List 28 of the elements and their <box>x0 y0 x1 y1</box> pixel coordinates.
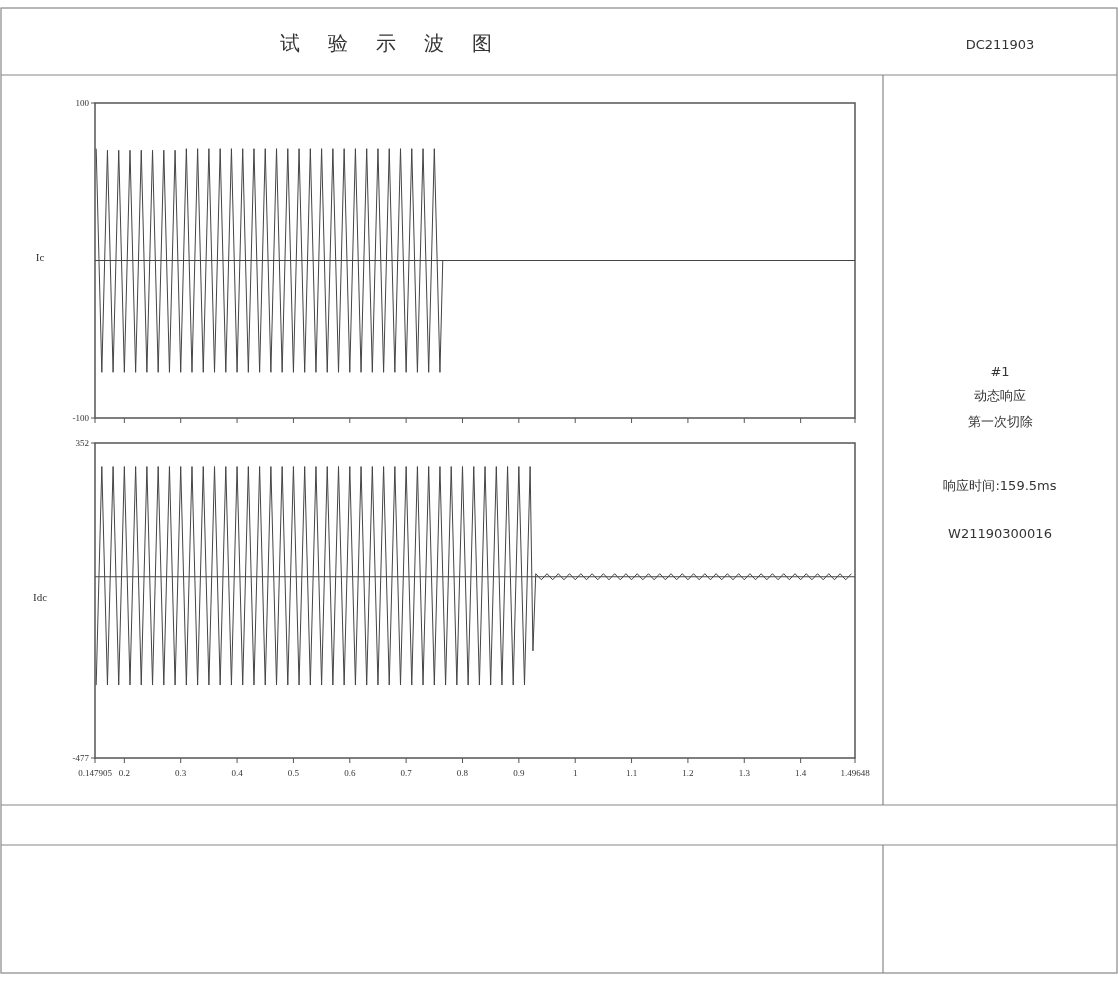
x-tick-label: 1.2 <box>682 768 694 778</box>
text: 第一次切除 <box>967 414 1033 429</box>
x-tick-label: 1.3 <box>738 768 751 778</box>
text: W21190300016 <box>948 526 1052 541</box>
x-tick-label: 1.4 <box>795 768 807 778</box>
x-tick-label: 0.6 <box>344 768 356 778</box>
x-tick-label: 0.7 <box>400 768 413 778</box>
chart-title: 试验示波图 <box>280 32 520 54</box>
x-tick-label: 1.49648 <box>840 768 871 778</box>
text: 响应时间:159.5ms <box>943 478 1057 493</box>
x-tick-label: 0.147905 <box>78 768 113 778</box>
x-tick-label: 0.8 <box>456 768 469 778</box>
x-tick-label: 0.9 <box>513 768 525 778</box>
y-tick-label: 352 <box>75 438 89 448</box>
y-tick-label: -477 <box>72 753 90 763</box>
y-tick-label: 100 <box>75 98 90 108</box>
x-tick-label: 1 <box>572 768 578 778</box>
y-tick-label: -100 <box>72 413 90 423</box>
text: #1 <box>990 364 1010 379</box>
x-tick-label: 0.3 <box>175 768 187 778</box>
y-axis-title: Ic <box>35 250 45 263</box>
x-tick-label: 0.4 <box>231 768 244 778</box>
text: DC211903 <box>965 37 1035 52</box>
text: 动态响应 <box>974 388 1026 403</box>
x-tick-label: 1.1 <box>625 768 638 778</box>
y-axis-title: Idc <box>32 590 48 603</box>
x-tick-label: 0.5 <box>287 768 300 778</box>
x-tick-label: 0.2 <box>118 768 130 778</box>
